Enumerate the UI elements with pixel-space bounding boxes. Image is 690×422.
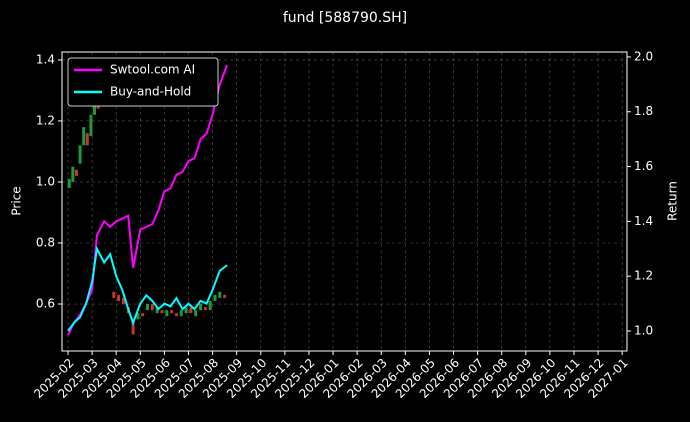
plot-frame	[61, 51, 628, 352]
y-axis-label: Price	[10, 186, 24, 215]
y2-tick-label: 1.8	[634, 104, 653, 118]
y2-tick-label: 1.6	[634, 159, 653, 173]
candle-body	[165, 310, 169, 317]
legend: Swtool.com AI Buy-and-Hold	[67, 57, 219, 107]
legend-frame	[67, 57, 219, 107]
candle-body	[67, 178, 71, 189]
candle-body	[218, 291, 222, 298]
candle-body	[155, 307, 159, 314]
candle-body	[71, 166, 75, 182]
y-tick-label: 0.6	[36, 297, 55, 311]
candle-body	[194, 310, 198, 317]
candle-body	[150, 304, 154, 311]
candle-body	[141, 313, 145, 317]
y2-tick-label: 1.2	[634, 269, 653, 283]
y2-tick-label: 1.0	[634, 323, 653, 337]
candle-body	[136, 313, 140, 320]
candle-body	[203, 307, 207, 311]
y2-tick-label: 1.4	[634, 214, 653, 228]
candle-body	[82, 127, 86, 146]
candle-body	[213, 294, 217, 301]
candle-body	[74, 169, 78, 176]
candle-body	[112, 291, 116, 298]
candle-body	[117, 294, 121, 301]
candle-body	[170, 310, 174, 314]
candle-body	[78, 145, 82, 164]
candle-body	[131, 319, 135, 335]
candle-body	[174, 313, 178, 317]
candle-body	[179, 310, 183, 317]
y2-tick-label: 2.0	[634, 49, 653, 63]
y-tick-label: 1.0	[36, 174, 55, 188]
y-tick-label: 1.4	[36, 52, 55, 66]
candle-body	[189, 307, 193, 314]
y-tick-label: 0.8	[36, 235, 55, 249]
y-tick-label: 1.2	[36, 113, 55, 127]
series-line	[67, 245, 228, 332]
y2-axis-label: Return	[666, 181, 680, 221]
legend-label: Buy-and-Hold	[110, 85, 191, 99]
chart-title: fund [588790.SH]	[283, 10, 407, 26]
candle-body	[121, 297, 125, 305]
candle-body	[85, 133, 89, 146]
candle-body	[160, 310, 164, 314]
candle-body	[199, 304, 203, 311]
legend-label: Swtool.com AI	[110, 63, 195, 77]
candle-body	[184, 307, 188, 314]
candle-body	[146, 304, 150, 311]
candle-body	[89, 114, 93, 137]
candle-body	[208, 300, 212, 311]
candle-body	[223, 294, 227, 298]
